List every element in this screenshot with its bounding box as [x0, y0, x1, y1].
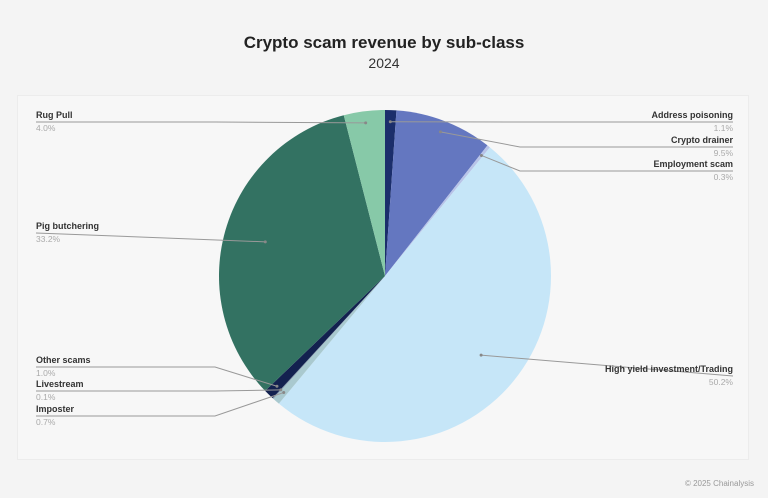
pie-slice — [272, 276, 385, 399]
leader-dot — [282, 391, 286, 395]
slice-label: Employment scam — [653, 159, 733, 169]
leader-dot — [388, 120, 392, 124]
leader-dot — [479, 353, 483, 357]
slice-value-label: 1.1% — [714, 123, 734, 133]
pie-slice — [265, 276, 385, 399]
slice-label: Livestream — [36, 379, 84, 389]
leader-dot — [438, 130, 442, 134]
leader-line — [36, 392, 284, 417]
pie-slice — [385, 110, 488, 276]
leader-dot — [364, 121, 368, 125]
slice-value-label: 4.0% — [36, 123, 56, 133]
slice-label: High yield investment/Trading — [605, 364, 733, 374]
chart-subtitle: 2024 — [368, 55, 400, 71]
slice-value-label: 0.7% — [36, 417, 56, 427]
leader-line — [481, 154, 733, 172]
slice-label: Imposter — [36, 404, 75, 414]
leader-line — [36, 366, 278, 387]
pie-slice — [218, 115, 385, 391]
slice-label: Address poisoning — [651, 110, 733, 120]
leader-line — [440, 131, 733, 148]
leader-dot — [263, 240, 267, 244]
slice-label: Pig butchering — [36, 221, 99, 231]
slice-value-label: 50.2% — [709, 377, 734, 387]
leader-line — [36, 389, 281, 392]
leader-line — [481, 354, 734, 377]
slice-value-label: 0.3% — [714, 172, 734, 182]
pie-slice — [278, 147, 552, 443]
pie-slice — [343, 110, 385, 276]
chart-title: Crypto scam revenue by sub-class — [243, 33, 525, 52]
leader-dot — [279, 388, 283, 392]
leader-line — [36, 121, 366, 124]
copyright-footer: © 2025 Chainalysis — [684, 479, 754, 488]
pie-slice — [385, 145, 490, 276]
slice-value-label: 9.5% — [714, 148, 734, 158]
slice-value-label: 1.0% — [36, 368, 56, 378]
leader-dot — [275, 384, 279, 388]
slice-value-label: 33.2% — [36, 234, 61, 244]
leader-dot — [479, 153, 483, 157]
slice-label: Rug Pull — [36, 110, 73, 120]
pie-slice — [273, 276, 385, 404]
pie-slice — [385, 110, 397, 276]
slice-value-label: 0.1% — [36, 392, 56, 402]
slice-label: Crypto drainer — [671, 135, 734, 145]
slice-label: Other scams — [36, 355, 91, 365]
leader-line — [35, 232, 266, 243]
